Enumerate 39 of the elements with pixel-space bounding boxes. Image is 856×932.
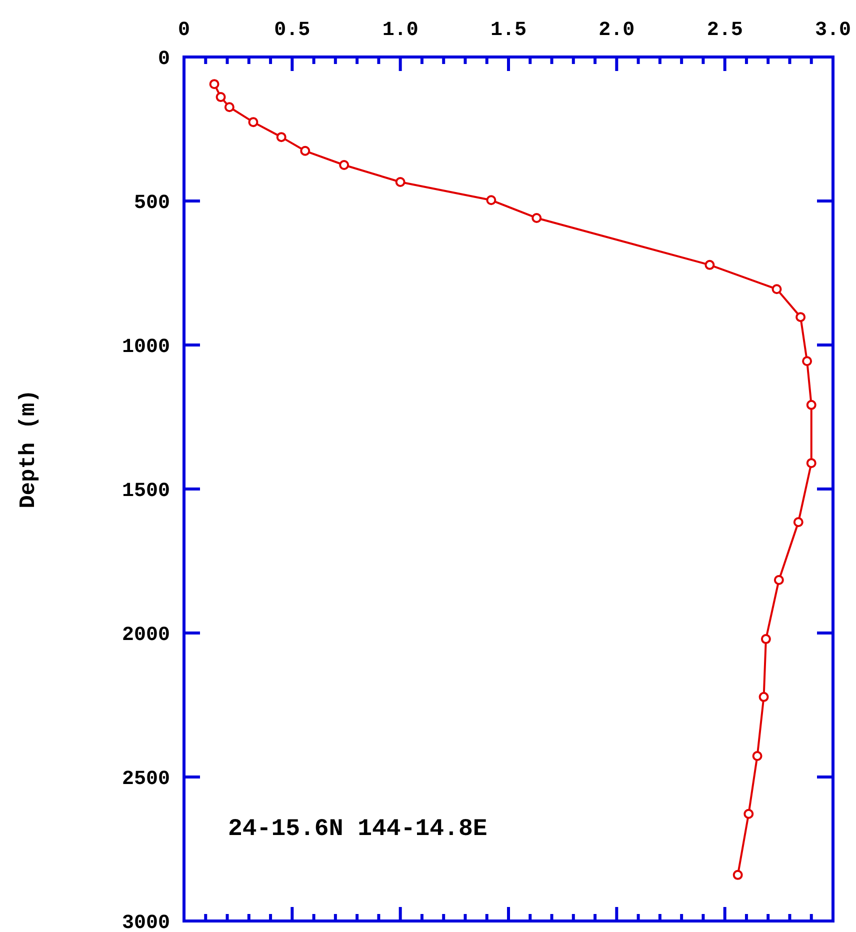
x-tick-label: 2.0 (598, 19, 635, 42)
y-tick-label: 3000 (122, 912, 170, 932)
point (339, 160, 350, 170)
point (248, 117, 258, 128)
y-tick-label: 1000 (122, 336, 170, 359)
point (806, 400, 816, 410)
x-tick-label: 0.5 (274, 19, 310, 42)
y-tick-label: 500 (134, 192, 170, 215)
point (216, 92, 226, 102)
y-tick-label: 0 (158, 48, 170, 71)
point (224, 102, 234, 112)
point (752, 750, 762, 761)
point (772, 284, 782, 294)
x-tick-label: 1.5 (490, 19, 527, 42)
point (758, 692, 769, 702)
point (732, 870, 743, 880)
y-tick-label: 2000 (122, 624, 170, 647)
y-tick-label: 2500 (122, 768, 170, 791)
point (395, 176, 406, 187)
annotation: 24-15.6N 144-14.8E (228, 816, 488, 843)
x-tick-label: 0 (178, 19, 190, 42)
x-tick-label: 2.5 (706, 19, 743, 42)
point (806, 458, 816, 468)
point (704, 260, 715, 270)
point (276, 132, 286, 142)
y-tick-label: 1500 (122, 480, 170, 503)
point (532, 212, 542, 223)
y-axis-title: Depth (m) (16, 390, 41, 508)
point (744, 808, 754, 819)
point (774, 575, 784, 586)
point (760, 634, 771, 644)
x-tick-label: 1.0 (382, 19, 418, 42)
point (793, 517, 804, 528)
point (486, 195, 496, 206)
point (209, 79, 220, 90)
point (300, 146, 310, 156)
point (802, 356, 812, 366)
point (796, 312, 806, 322)
x-tick-label: 3.0 (814, 19, 852, 42)
